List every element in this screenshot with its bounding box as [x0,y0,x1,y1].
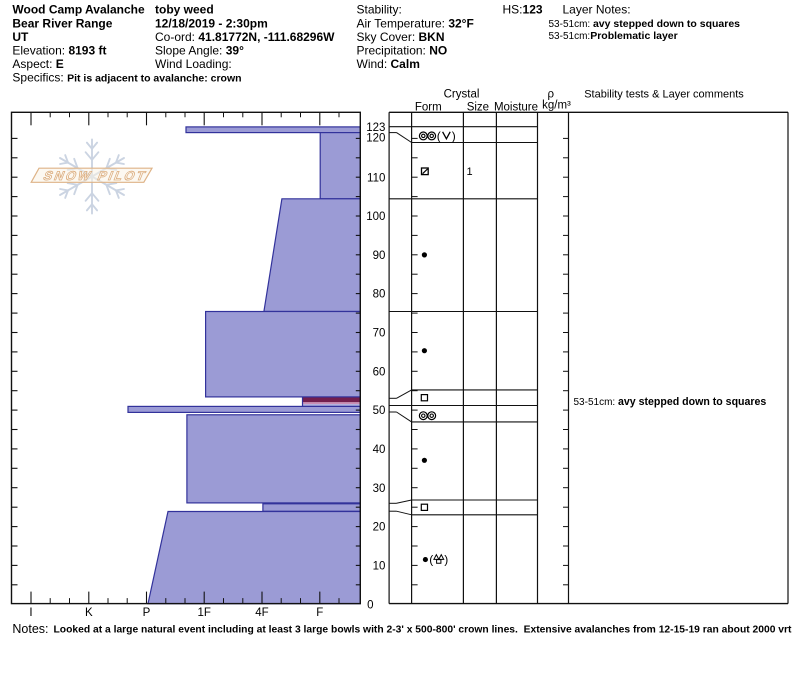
svg-text:kg/m³: kg/m³ [542,100,571,112]
svg-text:I: I [29,607,32,619]
svg-text:): ) [452,129,456,143]
svg-text:90: 90 [373,250,386,262]
svg-text:F: F [316,607,323,619]
svg-text:(: ( [429,553,433,567]
svg-text:P: P [143,607,151,619]
svg-text:20: 20 [373,522,386,534]
svg-text:Layer Notes:: Layer Notes: [563,3,631,17]
svg-text:30: 30 [373,483,386,495]
svg-text:70: 70 [373,328,386,340]
svg-text:40: 40 [373,444,386,456]
svg-text:Air Temperature: 32°F: Air Temperature: 32°F [357,16,474,30]
svg-text:Stability tests & Layer commen: Stability tests & Layer comments [584,89,744,101]
svg-text:(: ( [437,129,441,143]
svg-text:1F: 1F [197,607,210,619]
svg-text:toby weed: toby weed [155,3,214,17]
svg-text:Aspect: E: Aspect: E [12,57,63,71]
svg-text:Looked at a large natural even: Looked at a large natural event includin… [54,625,793,636]
svg-text:10: 10 [373,561,386,573]
svg-text:ρ: ρ [548,88,555,100]
svg-text:Bear River Range: Bear River Range [12,16,112,30]
svg-text:4F: 4F [255,607,268,619]
svg-text:110: 110 [367,172,385,184]
svg-text:100: 100 [366,211,385,223]
svg-text:Wind Loading:: Wind Loading: [155,57,232,71]
svg-text:12/18/2019 - 2:30pm: 12/18/2019 - 2:30pm [155,16,268,30]
svg-text:Wood Camp Avalanche: Wood Camp Avalanche [12,3,145,17]
svg-text:Sky Cover: BKN: Sky Cover: BKN [357,30,445,44]
svg-text:Size: Size [467,101,489,113]
svg-text:0: 0 [367,599,373,611]
svg-text:123: 123 [366,122,385,134]
svg-text:Wind: Calm: Wind: Calm [357,57,420,71]
svg-text:Slope Angle: 39°: Slope Angle: 39° [155,44,244,58]
svg-text:120: 120 [366,133,385,145]
svg-text:UT: UT [12,30,29,44]
svg-text:Precipitation: NO: Precipitation: NO [357,44,448,58]
svg-text:60: 60 [373,366,386,378]
svg-text:Stability:: Stability: [357,3,402,17]
svg-text:80: 80 [373,289,386,301]
svg-text:53-51cm: avy stepped down to s: 53-51cm: avy stepped down to squares [574,396,767,408]
svg-text:K: K [85,607,93,619]
svg-text:Co-ord: 41.81772N, -111.68296W: Co-ord: 41.81772N, -111.68296W [155,30,335,44]
svg-text:SNOW PILOT: SNOW PILOT [41,168,149,182]
svg-text:53-51cm: avy stepped down to s: 53-51cm: avy stepped down to squares [549,18,741,30]
svg-text:HS:123: HS:123 [503,3,543,17]
svg-text:Crystal: Crystal [444,88,480,100]
svg-text:Notes:: Notes: [12,622,48,636]
svg-text:50: 50 [373,405,386,417]
svg-text:53-51cm:Problematic layer: 53-51cm:Problematic layer [549,30,678,42]
svg-text:): ) [444,553,448,567]
svg-text:Elevation: 8193 ft: Elevation: 8193 ft [12,44,106,58]
svg-text:Specifics: Pit is adjacent to: Specifics: Pit is adjacent to avalanche:… [12,71,241,85]
svg-text:1: 1 [466,166,472,178]
svg-text:Form: Form [415,101,442,113]
svg-text:Moisture: Moisture [494,101,538,113]
